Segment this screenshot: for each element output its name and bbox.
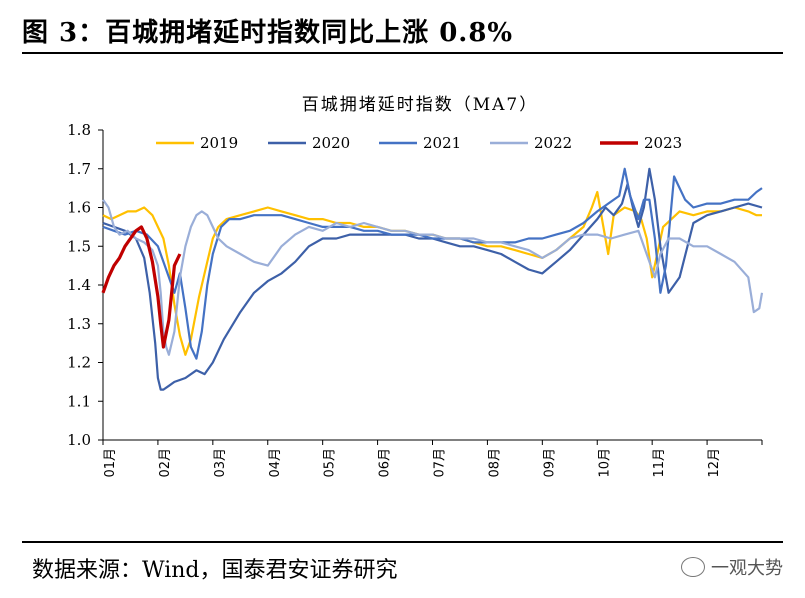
y-tick-label: 1.1 [67, 392, 91, 410]
x-tick-label: 09月 [542, 448, 557, 478]
y-tick-label: 1.5 [67, 237, 91, 255]
x-tick-label: 02月 [158, 448, 173, 478]
top-rule [22, 52, 783, 54]
x-tick-label: 08月 [487, 448, 502, 478]
legend-label-2020: 2020 [312, 134, 350, 152]
axes: 1.0 1.1 1.2 1.3 1.4 1.5 1.6 1.7 1.8 01月 02月 03月 04月 0… [67, 121, 763, 478]
legend-label-2022: 2022 [534, 134, 572, 152]
chart-title: 百城拥堵延时指数（MA7） [302, 95, 539, 115]
series-line-2023 [101, 225, 182, 349]
y-tick-label: 1.2 [67, 354, 91, 372]
x-tick-label: 12月 [707, 448, 722, 478]
x-tick-label: 06月 [378, 448, 393, 478]
watermark: 一观大势 [681, 554, 783, 580]
x-tick-label: 10月 [597, 448, 612, 478]
bottom-rule [22, 541, 783, 543]
legend-label-2023: 2023 [644, 134, 682, 152]
series-line-2022 [102, 199, 764, 356]
figure-title: 图 3：百城拥堵延时指数同比上涨 0.8% [22, 18, 514, 48]
series-line-2020 [102, 167, 763, 391]
series-lines [101, 167, 764, 391]
x-tick-label: 05月 [323, 448, 338, 478]
legend: 2019 2020 2021 2022 2023 [156, 134, 682, 152]
x-tick-label: 11月 [652, 448, 667, 478]
legend-label-2021: 2021 [423, 134, 461, 152]
watermark-text: 一观大势 [711, 558, 783, 579]
legend-label-2019: 2019 [200, 134, 238, 152]
y-tick-label: 1.8 [67, 121, 91, 139]
y-tick-label: 1.3 [67, 315, 91, 333]
y-tick-label: 1.7 [67, 160, 91, 178]
x-tick-label: 03月 [213, 448, 228, 478]
line-chart: 百城拥堵延时指数（MA7） 1.01.11.21.31.41.51.61.71.… [67, 95, 764, 478]
x-tick-label: 04月 [268, 448, 283, 478]
wechat-icon [681, 557, 705, 577]
y-tick-label: 1.0 [67, 431, 91, 449]
x-tick-label: 01月 [103, 448, 118, 478]
y-tick-label: 1.6 [67, 199, 91, 217]
y-tick-label: 1.4 [67, 276, 91, 294]
x-tick-label: 07月 [433, 448, 448, 478]
source-note: 数据来源：Wind，国泰君安证券研究 [32, 558, 398, 583]
